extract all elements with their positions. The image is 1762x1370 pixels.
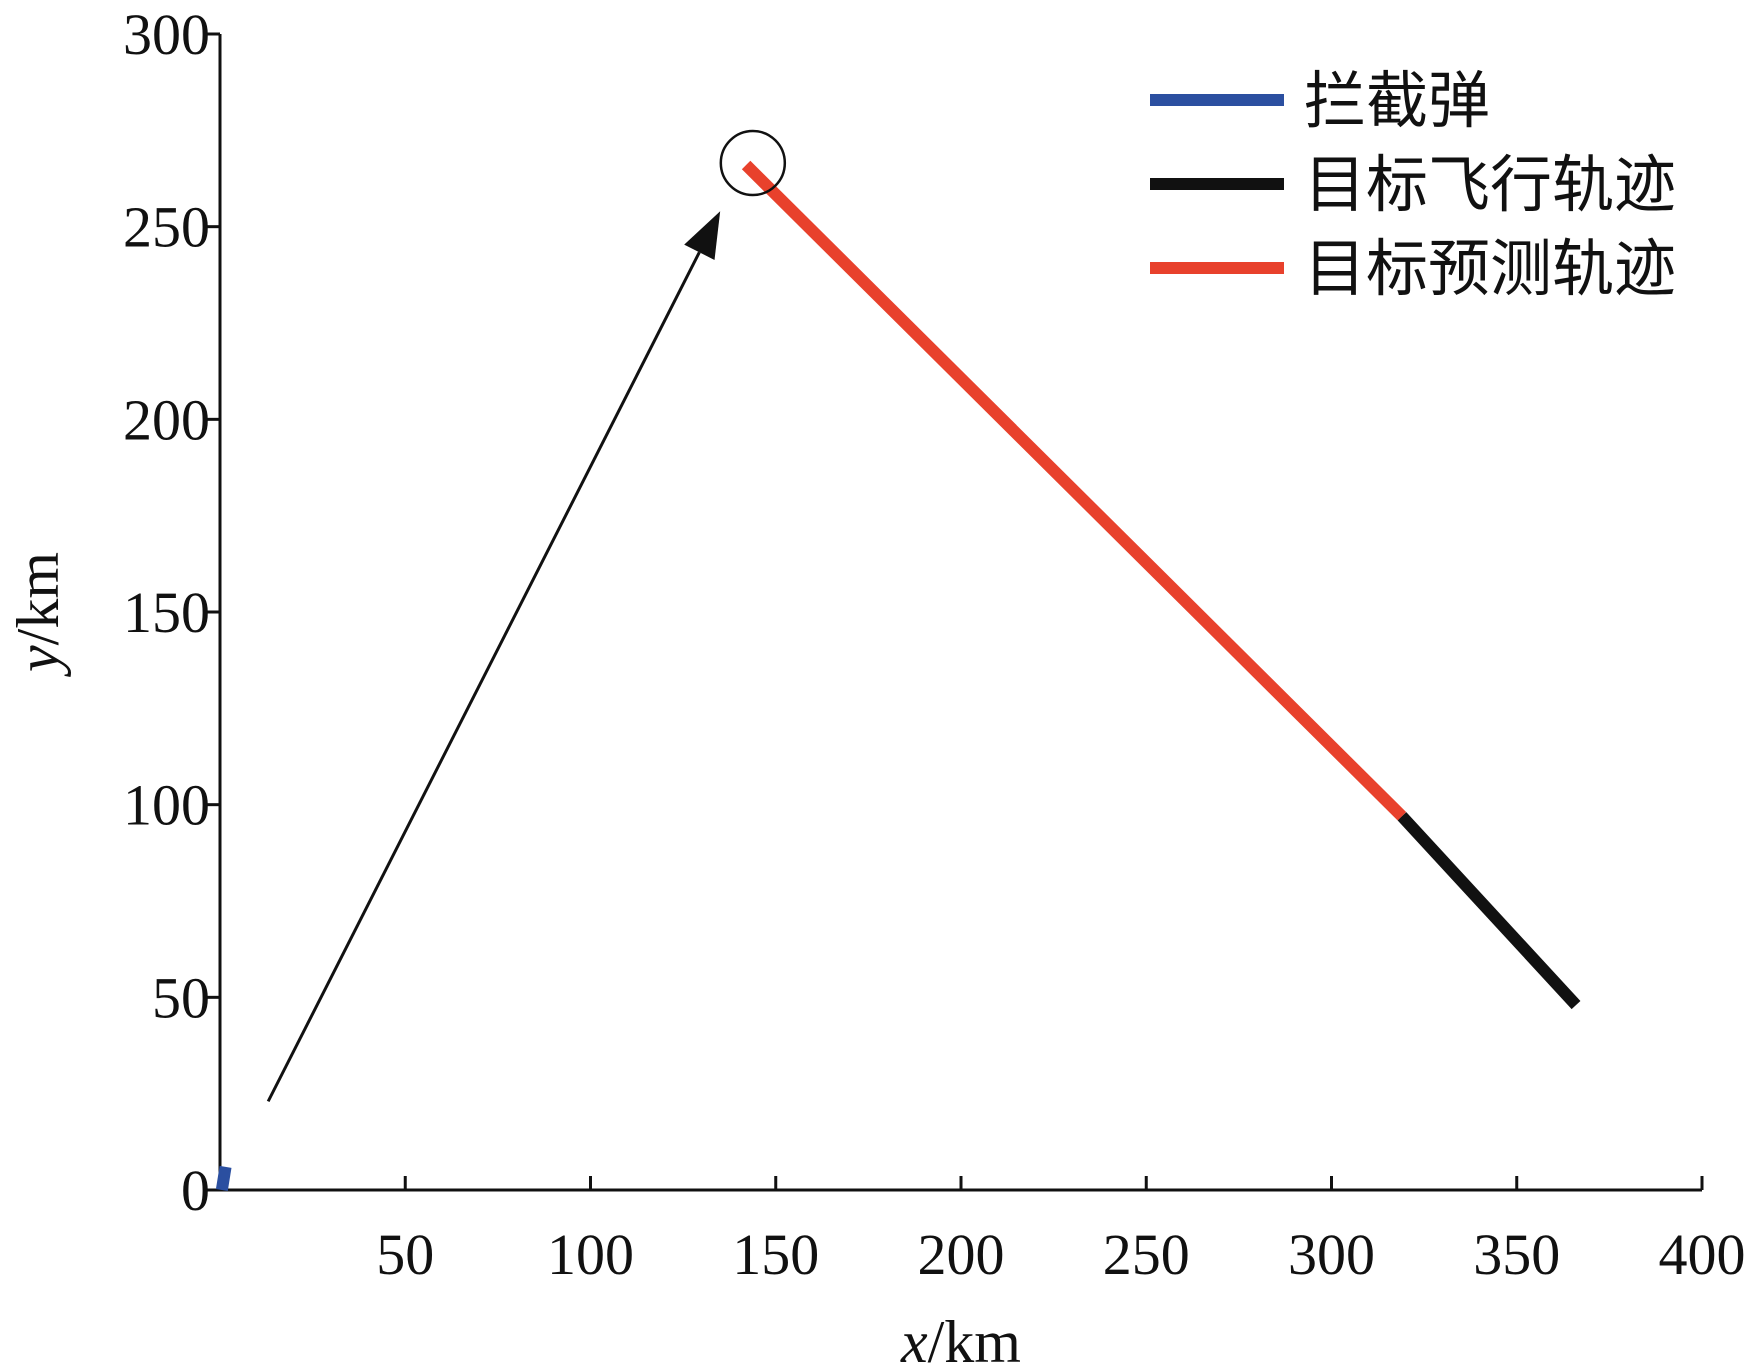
y-tick-label: 250 xyxy=(123,195,210,260)
x-tick-label: 200 xyxy=(918,1222,1005,1287)
y-tick-label: 150 xyxy=(123,580,210,645)
svg-text:y/km: y/km xyxy=(5,552,71,678)
x-tick-label: 400 xyxy=(1659,1222,1746,1287)
x-tick-label: 100 xyxy=(547,1222,634,1287)
legend-label-2: 目标预测轨迹 xyxy=(1304,232,1676,305)
x-tick-label: 150 xyxy=(732,1222,819,1287)
svg-text:x/km: x/km xyxy=(900,1309,1021,1370)
x-axis-unit: /km xyxy=(928,1309,1021,1370)
series-line-0 xyxy=(215,1165,232,1191)
y-tick-label: 300 xyxy=(123,2,210,67)
x-tick-label: 50 xyxy=(376,1222,434,1287)
y-axis-variable: y xyxy=(5,645,71,678)
x-axis-variable: x xyxy=(900,1309,928,1370)
y-axis-unit: /km xyxy=(5,552,71,645)
legend-label-1: 目标飞行轨迹 xyxy=(1304,148,1676,221)
intercept-circle xyxy=(719,129,787,197)
legend-label-0: 拦截弹 xyxy=(1304,64,1490,137)
y-axis-title: y/km xyxy=(5,552,71,678)
y-tick-label: 50 xyxy=(152,965,210,1030)
x-tick-label: 300 xyxy=(1288,1222,1375,1287)
y-tick-label: 0 xyxy=(181,1158,210,1223)
y-axis-ticks: 0 50 100 150 200 250 300 xyxy=(123,2,220,1223)
x-tick-label: 350 xyxy=(1473,1222,1560,1287)
plot-area xyxy=(215,129,1581,1191)
x-axis-ticks: 50 100 150 200 250 300 350 400 xyxy=(376,1176,1746,1287)
x-axis-title: x/km xyxy=(900,1309,1021,1370)
series-line-1 xyxy=(1397,812,1581,1010)
y-tick-label: 200 xyxy=(123,387,210,452)
x-tick-label: 250 xyxy=(1103,1222,1190,1287)
annotation-arrow-head xyxy=(684,211,721,260)
annotation-arrow-shaft xyxy=(266,251,701,1103)
series-line-2 xyxy=(741,160,1407,821)
y-tick-label: 100 xyxy=(123,773,210,838)
